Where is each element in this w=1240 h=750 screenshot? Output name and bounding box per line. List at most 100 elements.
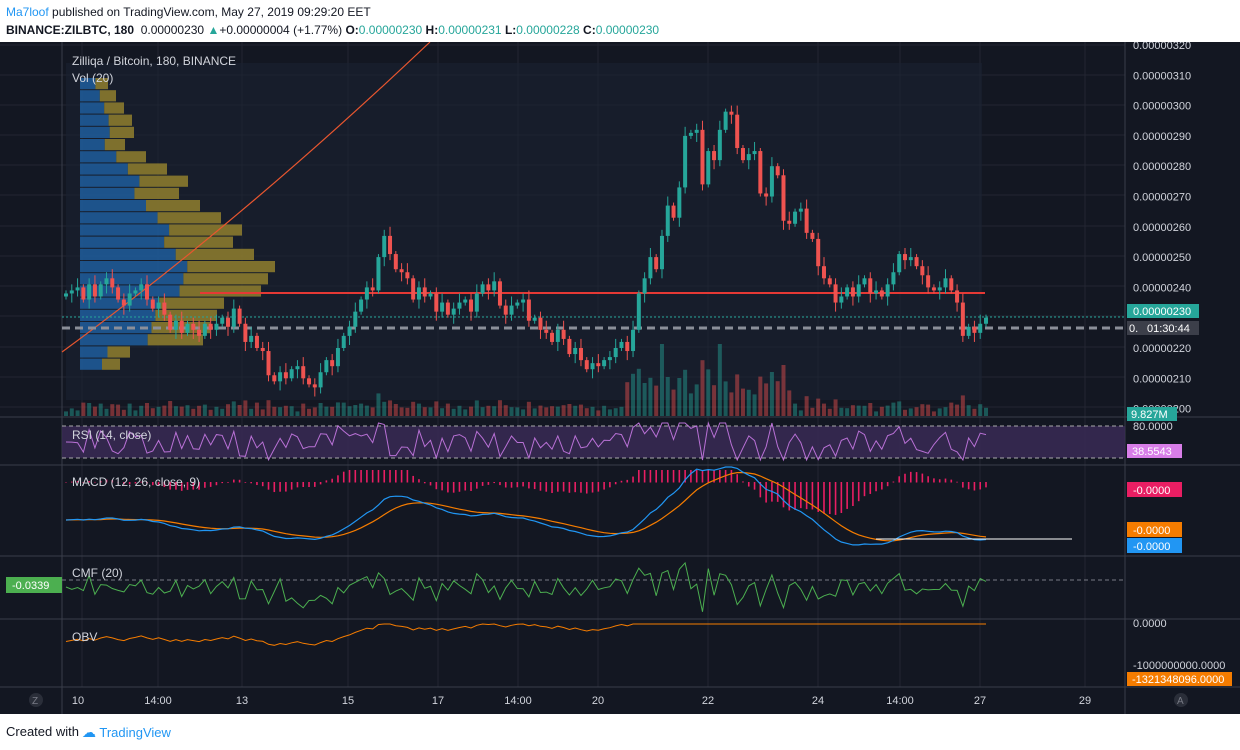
candle [735, 114, 740, 149]
macd-hist-bar [857, 482, 860, 502]
macd-hist-bar [267, 482, 270, 490]
volume-bar [278, 407, 283, 416]
vp-bin-sell [187, 261, 275, 273]
volume-bar [631, 373, 636, 416]
macd-hist-bar [244, 482, 247, 483]
tradingview-logo[interactable]: ☁ TradingView [82, 724, 171, 740]
candle [197, 329, 202, 336]
open-value: 0.00000230 [358, 23, 423, 37]
macd-hist-bar [574, 482, 576, 493]
price-tick: 0.00000240 [1133, 282, 1191, 294]
volume-bar [729, 392, 734, 416]
candle [787, 220, 792, 224]
macd-hist-bar [354, 470, 357, 483]
volume-bar [370, 407, 375, 416]
macd-hist-bar [539, 482, 542, 491]
candle [897, 254, 902, 273]
cmf-line [65, 561, 987, 612]
candle [87, 284, 92, 300]
macd-hist-bar [794, 482, 796, 510]
volume-bar [214, 406, 219, 416]
vp-bin-sell [175, 248, 254, 260]
candle [266, 351, 271, 376]
volume-bar [226, 404, 231, 416]
macd-hist-bar [609, 482, 611, 488]
macd-hist-bar [285, 482, 287, 492]
time-tick: 15 [342, 695, 354, 707]
macd-hist-bar [383, 470, 386, 483]
candle [683, 135, 688, 188]
volume-bar [671, 389, 676, 416]
macd-hist-bar [927, 476, 929, 483]
macd-hist-bar [753, 482, 756, 490]
chart-area[interactable]: 0.00000320 0.00000310 0.00000300 0.00000290… [0, 40, 1240, 714]
candle [874, 290, 879, 294]
vp-bin-buy [80, 200, 146, 212]
macd-hist-bar [175, 482, 177, 490]
macd-hist-bar [672, 470, 675, 483]
candle [816, 238, 821, 267]
candle [596, 363, 601, 367]
obv-line [65, 623, 986, 646]
volume-bar [931, 411, 936, 416]
macd-hist-bar [522, 482, 524, 487]
macd-hist-bar [209, 482, 212, 487]
macd-hist-bar [557, 482, 559, 492]
volume-bar [474, 400, 479, 416]
auto-scale-button[interactable] [1174, 693, 1188, 707]
volume-bar [110, 404, 115, 416]
macd-hist-bar [389, 470, 391, 483]
macd-hist-bar [591, 482, 594, 493]
macd-hist-bar [973, 482, 976, 491]
volume-bar [833, 399, 838, 416]
vp-bin-buy [80, 248, 176, 260]
candle [798, 208, 803, 212]
macd-hist-bar [620, 480, 623, 483]
macd-hist-bar [643, 470, 646, 483]
volume-bar [955, 404, 960, 416]
macd-hist-bar [782, 482, 785, 508]
vol-tag-text: 9.827M [1131, 409, 1168, 421]
rsi-tag-text: 38.5543 [1132, 446, 1172, 458]
vp-bin-sell [169, 224, 242, 236]
volume-bar [960, 395, 965, 416]
volume-bar [885, 405, 890, 416]
chart-canvas[interactable]: 0.00000320 0.00000310 0.00000300 0.00000290… [0, 40, 1240, 714]
macd-hist-bar [371, 470, 374, 483]
candle [555, 329, 560, 342]
macd-hist-bar [904, 473, 906, 483]
price-tick: 0.00000310 [1133, 70, 1191, 82]
candle [260, 348, 265, 352]
price-axis[interactable]: 0.00000320 0.00000310 0.00000300 0.00000290… [1133, 40, 1191, 416]
z-button-label[interactable]: Z [32, 696, 38, 707]
vp-bin-buy [80, 114, 109, 126]
macd-histogram [65, 470, 987, 515]
macd-hist-bar [678, 470, 681, 483]
macd-hist-bar [331, 478, 333, 483]
timezone-button[interactable] [29, 693, 43, 707]
high-value: 0.00000231 [438, 23, 502, 37]
volume-bar [839, 407, 844, 416]
pane-separators [0, 42, 1240, 714]
a-button-label[interactable]: A [1177, 696, 1184, 707]
vp-bin-sell [95, 78, 108, 90]
price-tick: 0.00000280 [1133, 161, 1191, 173]
time-axis[interactable]: 10 14:00 13 15 17 14:00 20 22 24 14:00 27 29 [72, 695, 1091, 707]
macd-hist-bar [875, 482, 877, 492]
candle [168, 314, 173, 330]
volume-bar [659, 344, 664, 416]
macd-hist-bar [852, 482, 854, 507]
macd-hist-bar [788, 482, 791, 511]
author-link[interactable]: Ma7loof [6, 5, 49, 19]
candle [902, 254, 907, 261]
volume-bar [712, 385, 717, 416]
macd-hist-bar [707, 470, 710, 483]
time-tick: 10 [72, 695, 84, 707]
macd-hist-bar [840, 482, 843, 513]
price-tick: 0.00000300 [1133, 101, 1191, 113]
vp-bin-sell [104, 102, 124, 114]
vp-bin-buy [80, 334, 148, 346]
volume-bar [393, 404, 398, 416]
vp-bin-sell [179, 285, 261, 297]
vp-bin-buy [80, 224, 170, 236]
